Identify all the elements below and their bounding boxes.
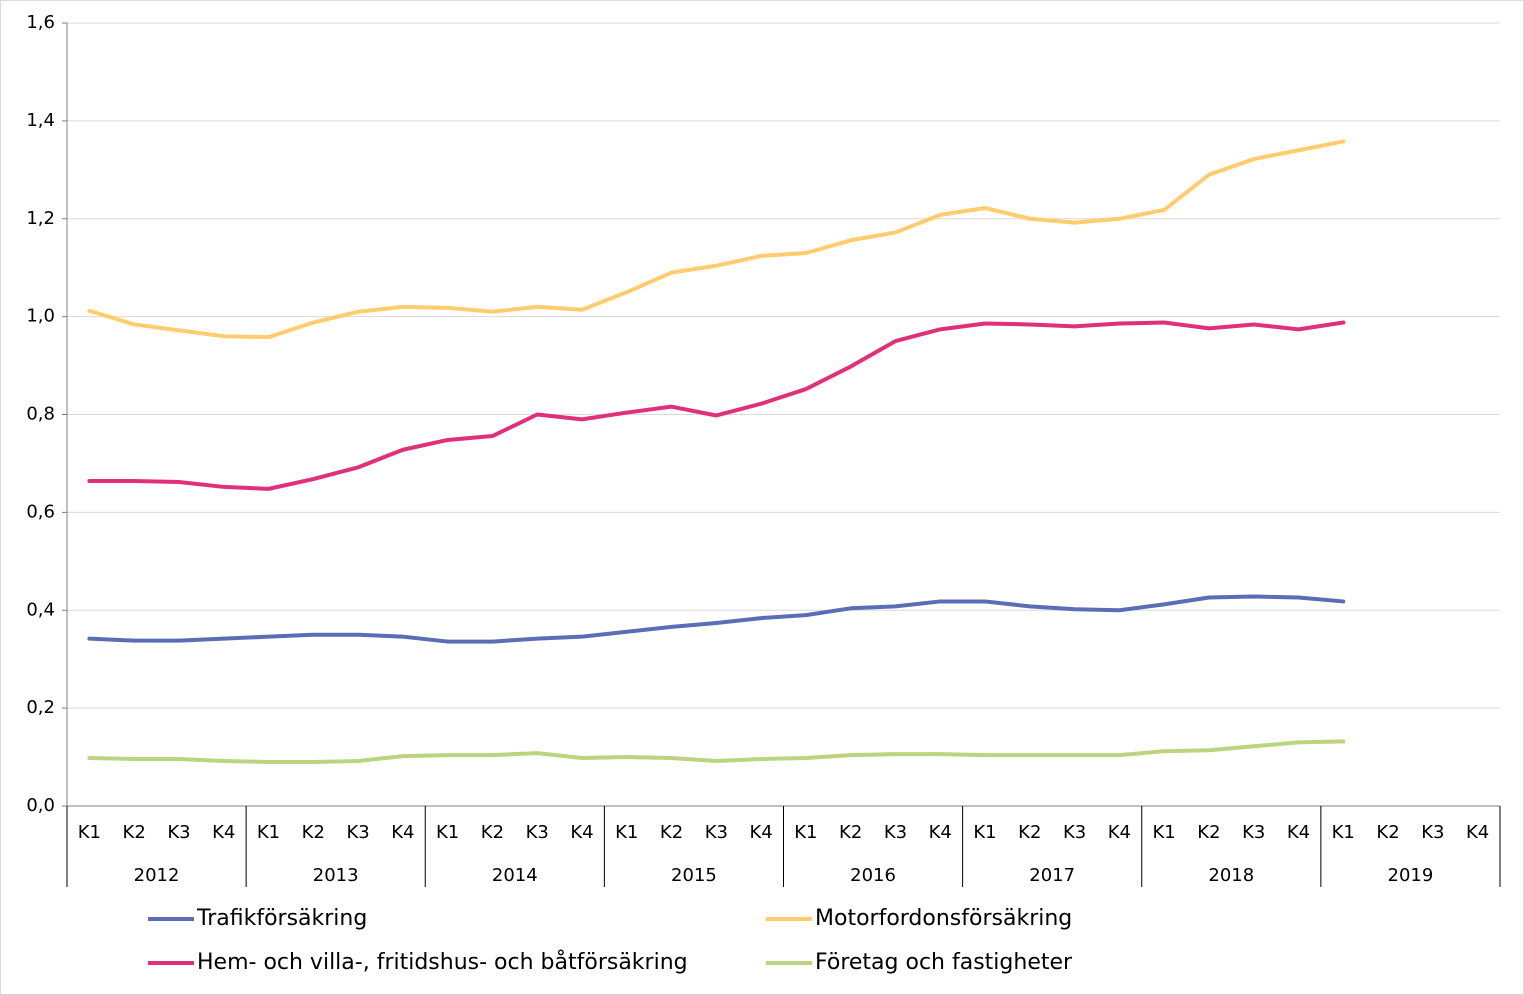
x-tick-label: K1	[78, 822, 101, 843]
x-tick-label: K3	[1063, 822, 1086, 843]
y-tick-label: 1,6	[26, 12, 55, 33]
series-line	[87, 139, 1346, 340]
series-line	[87, 320, 1346, 491]
x-tick-label: K2	[123, 822, 146, 843]
x-group-label: 2016	[850, 865, 896, 886]
x-tick-label: K1	[794, 822, 817, 843]
x-tick-label: K3	[526, 822, 549, 843]
y-tick-label: 1,0	[26, 306, 55, 327]
y-tick-label: 0,6	[26, 501, 55, 522]
x-tick-label: K4	[749, 822, 772, 843]
y-tick-label: 0,0	[26, 795, 55, 816]
x-tick-label: K3	[1242, 822, 1265, 843]
x-group-label: 2019	[1388, 865, 1434, 886]
x-tick-label: K2	[839, 822, 862, 843]
legend-label: Företag och fastigheter	[815, 950, 1073, 975]
x-tick-label: K1	[1153, 822, 1176, 843]
x-tick-label: K3	[884, 822, 907, 843]
y-tick-label: 0,8	[26, 404, 55, 425]
x-group-label: 2017	[1029, 865, 1075, 886]
x-tick-label: K2	[1018, 822, 1041, 843]
x-tick-label: K4	[1108, 822, 1131, 843]
x-tick-label: K3	[167, 822, 190, 843]
x-tick-label: K4	[391, 822, 414, 843]
x-tick-label: K2	[302, 822, 325, 843]
y-tick-label: 0,2	[26, 697, 55, 718]
x-group-label: 2015	[671, 865, 717, 886]
x-tick-label: K4	[929, 822, 952, 843]
series-line	[87, 739, 1346, 764]
x-tick-label: K1	[257, 822, 280, 843]
legend-label: Motorfordonsförsäkring	[815, 906, 1072, 931]
x-group-label: 2013	[313, 865, 359, 886]
x-tick-label: K1	[1332, 822, 1355, 843]
x-tick-label: K1	[436, 822, 459, 843]
x-tick-label: K2	[1376, 822, 1399, 843]
legend-label: Hem- och villa-, fritidshus- och båtförs…	[197, 949, 688, 975]
x-group-label: 2014	[492, 865, 538, 886]
y-tick-label: 1,4	[26, 110, 55, 131]
x-tick-label: K2	[481, 822, 504, 843]
x-tick-label: K4	[1466, 822, 1489, 843]
x-group-label: 2012	[134, 865, 180, 886]
x-tick-label: K4	[570, 822, 593, 843]
x-tick-label: K3	[346, 822, 369, 843]
series-line	[87, 594, 1346, 644]
x-tick-label: K4	[1287, 822, 1310, 843]
y-tick-label: 1,2	[26, 208, 55, 229]
x-tick-label: K1	[973, 822, 996, 843]
x-tick-label: K2	[1197, 822, 1220, 843]
legend-label: Trafikförsäkring	[196, 906, 367, 931]
x-tick-label: K1	[615, 822, 638, 843]
x-tick-label: K3	[1421, 822, 1444, 843]
x-tick-label: K4	[212, 822, 235, 843]
x-group-label: 2018	[1208, 865, 1254, 886]
x-tick-label: K2	[660, 822, 683, 843]
y-tick-label: 0,4	[26, 599, 55, 620]
x-tick-label: K3	[705, 822, 728, 843]
